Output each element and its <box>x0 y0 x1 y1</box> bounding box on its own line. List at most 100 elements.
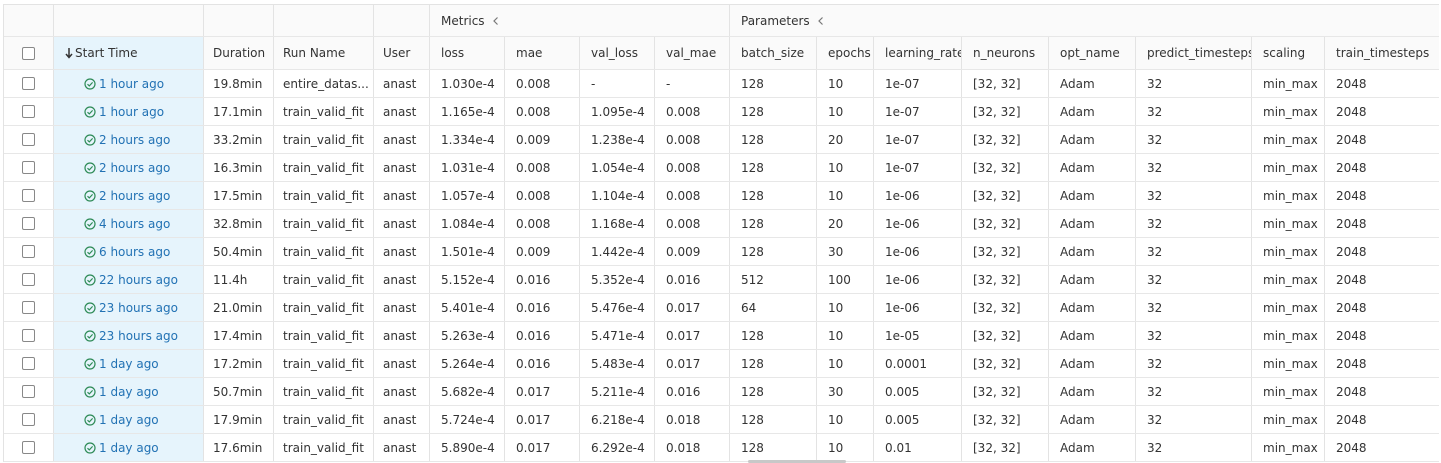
table-row[interactable]: 1 hour ago 19.8min entire_datas... anast 1.0… <box>4 70 1439 98</box>
table-row[interactable]: 2 hours ago 17.5min train_valid_fit anast 1.… <box>4 182 1439 210</box>
run-name-cell[interactable]: entire_datas... <box>273 70 373 97</box>
run-name-cell[interactable]: train_valid_fit <box>273 434 373 461</box>
predict-timesteps-cell: 32 <box>1135 434 1251 461</box>
row-checkbox[interactable] <box>22 161 35 174</box>
column-header-run-name[interactable]: Run Name <box>273 37 373 69</box>
val-mae-cell: 0.008 <box>654 98 729 125</box>
table-row[interactable]: 4 hours ago 32.8min train_valid_fit anast 1.… <box>4 210 1439 238</box>
horizontal-scrollbar[interactable] <box>748 460 846 463</box>
table-row[interactable]: 2 hours ago 16.3min train_valid_fit anast 1.… <box>4 154 1439 182</box>
column-label: opt_name <box>1060 46 1120 60</box>
start-time-link[interactable]: 1 hour ago <box>84 77 164 91</box>
mae-cell: 0.009 <box>504 238 579 265</box>
row-checkbox[interactable] <box>22 273 35 286</box>
row-checkbox[interactable] <box>22 413 35 426</box>
row-checkbox[interactable] <box>22 385 35 398</box>
table-row[interactable]: 1 day ago 50.7min train_valid_fit anast 5.68… <box>4 378 1439 406</box>
start-time-cell: 23 hours ago <box>53 294 203 321</box>
start-time-link[interactable]: 1 hour ago <box>84 105 164 119</box>
table-row[interactable]: 1 hour ago 17.1min train_valid_fit anast 1.1… <box>4 98 1439 126</box>
train-timesteps-cell: 2048 <box>1324 98 1439 125</box>
run-name-cell[interactable]: train_valid_fit <box>273 266 373 293</box>
run-name-cell[interactable]: train_valid_fit <box>273 154 373 181</box>
run-name-cell[interactable]: train_valid_fit <box>273 182 373 209</box>
column-header-n-neurons[interactable]: n_neurons <box>961 37 1048 69</box>
column-header-val-loss[interactable]: val_loss <box>579 37 654 69</box>
check-circle-icon <box>84 245 96 258</box>
run-name-cell[interactable]: train_valid_fit <box>273 378 373 405</box>
start-time-link[interactable]: 2 hours ago <box>84 189 170 203</box>
run-name-cell[interactable]: train_valid_fit <box>273 210 373 237</box>
val-loss-cell: 1.095e-4 <box>579 98 654 125</box>
select-all-checkbox[interactable] <box>22 46 35 60</box>
row-checkbox[interactable] <box>22 133 35 146</box>
table-row[interactable]: 1 day ago 17.6min train_valid_fit anast 5.89… <box>4 434 1439 462</box>
column-header-batch-size[interactable]: batch_size <box>729 37 816 69</box>
n-neurons-cell: [32, 32] <box>961 182 1048 209</box>
column-label: train_timesteps <box>1336 46 1430 60</box>
train-timesteps-cell: 2048 <box>1324 266 1439 293</box>
table-row[interactable]: 6 hours ago 50.4min train_valid_fit anast 1.… <box>4 238 1439 266</box>
val-loss-cell: 1.238e-4 <box>579 126 654 153</box>
run-name-cell[interactable]: train_valid_fit <box>273 98 373 125</box>
row-checkbox[interactable] <box>22 357 35 370</box>
column-header-mae[interactable]: mae <box>504 37 579 69</box>
start-time-link[interactable]: 22 hours ago <box>84 273 178 287</box>
batch-size-cell: 128 <box>729 322 816 349</box>
start-time-link[interactable]: 2 hours ago <box>84 161 170 175</box>
predict-timesteps-cell: 32 <box>1135 406 1251 433</box>
column-header-learning-rate[interactable]: learning_rate <box>873 37 961 69</box>
n-neurons-cell: [32, 32] <box>961 126 1048 153</box>
run-name-cell[interactable]: train_valid_fit <box>273 322 373 349</box>
check-circle-icon <box>84 189 96 202</box>
row-checkbox[interactable] <box>22 245 35 258</box>
column-header-duration[interactable]: Duration <box>203 37 273 69</box>
table-row[interactable]: 23 hours ago 17.4min train_valid_fit anast 5… <box>4 322 1439 350</box>
learning-rate-cell: 1e-06 <box>873 182 961 209</box>
table-row[interactable]: 1 day ago 17.9min train_valid_fit anast 5.72… <box>4 406 1439 434</box>
column-header-opt-name[interactable]: opt_name <box>1048 37 1135 69</box>
column-header-train-timesteps[interactable]: train_timesteps <box>1324 37 1439 69</box>
learning-rate-cell: 0.0001 <box>873 350 961 377</box>
table-row[interactable]: 2 hours ago 33.2min train_valid_fit anast 1.… <box>4 126 1439 154</box>
start-time-link[interactable]: 2 hours ago <box>84 133 170 147</box>
row-checkbox[interactable] <box>22 217 35 230</box>
run-name-cell[interactable]: train_valid_fit <box>273 238 373 265</box>
row-checkbox[interactable] <box>22 189 35 202</box>
run-name-cell[interactable]: train_valid_fit <box>273 406 373 433</box>
row-checkbox[interactable] <box>22 301 35 314</box>
row-checkbox[interactable] <box>22 105 35 118</box>
run-name-cell[interactable]: train_valid_fit <box>273 350 373 377</box>
row-checkbox[interactable] <box>22 77 35 90</box>
table-row[interactable]: 1 day ago 17.2min train_valid_fit anast 5.26… <box>4 350 1439 378</box>
start-time-link[interactable]: 4 hours ago <box>84 217 170 231</box>
run-name-cell[interactable]: train_valid_fit <box>273 294 373 321</box>
opt-name-cell: Adam <box>1048 182 1135 209</box>
column-header-epochs[interactable]: epochs <box>816 37 873 69</box>
start-time-link[interactable]: 23 hours ago <box>84 329 178 343</box>
table-row[interactable]: 23 hours ago 21.0min train_valid_fit anast 5… <box>4 294 1439 322</box>
column-header-predict-timesteps[interactable]: predict_timesteps <box>1135 37 1251 69</box>
start-time-link[interactable]: 6 hours ago <box>84 245 170 259</box>
run-name-cell[interactable]: train_valid_fit <box>273 126 373 153</box>
start-time-link[interactable]: 1 day ago <box>84 413 159 427</box>
row-checkbox[interactable] <box>22 441 35 454</box>
column-header-scaling[interactable]: scaling <box>1251 37 1324 69</box>
metrics-group-header[interactable]: Metrics <box>429 5 729 36</box>
column-header-user[interactable]: User <box>373 37 429 69</box>
group-spacer <box>4 5 53 36</box>
column-header-val-mae[interactable]: val_mae <box>654 37 729 69</box>
table-row[interactable]: 22 hours ago 11.4h train_valid_fit anast 5.1… <box>4 266 1439 294</box>
start-time-link[interactable]: 23 hours ago <box>84 301 178 315</box>
check-circle-icon <box>84 133 96 146</box>
parameters-group-header[interactable]: Parameters <box>729 5 1439 36</box>
column-header-loss[interactable]: loss <box>429 37 504 69</box>
column-header-start-time[interactable]: Start Time <box>53 37 203 69</box>
start-time-link[interactable]: 1 day ago <box>84 357 159 371</box>
start-time-link[interactable]: 1 day ago <box>84 385 159 399</box>
row-checkbox[interactable] <box>22 329 35 342</box>
start-time-link[interactable]: 1 day ago <box>84 441 159 455</box>
chevron-left-icon[interactable] <box>491 16 501 26</box>
chevron-left-icon[interactable] <box>816 16 826 26</box>
check-circle-icon <box>84 357 96 370</box>
